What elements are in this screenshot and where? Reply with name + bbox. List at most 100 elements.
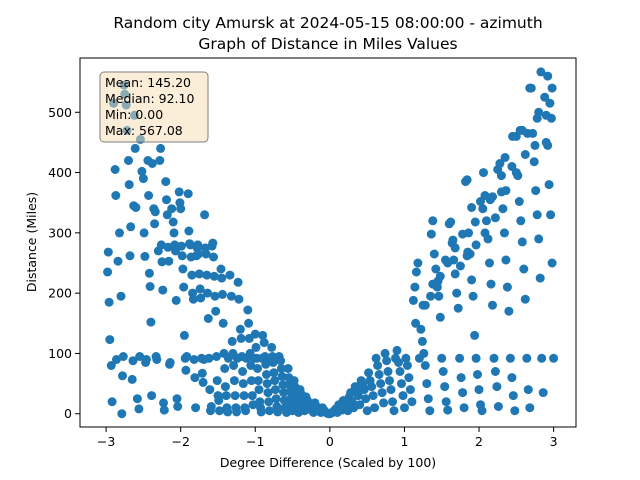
data-point-315 [431, 264, 441, 274]
data-point-372 [516, 216, 526, 226]
axis-ticks: −3 −2 −1 0 1 2 3 0 100 200 300 400 500 [48, 105, 557, 449]
data-point-125 [212, 376, 222, 386]
data-point-387 [538, 388, 548, 398]
data-point-41 [144, 191, 154, 200]
data-point-94 [189, 355, 199, 364]
data-point-14 [118, 371, 127, 381]
data-point-439 [462, 251, 472, 261]
data-point-393 [547, 258, 557, 268]
data-point-132 [218, 318, 228, 328]
data-point-15 [118, 352, 128, 361]
data-point-360 [498, 204, 508, 214]
data-point-414 [411, 318, 421, 328]
data-point-46 [147, 159, 157, 168]
data-point-51 [152, 355, 162, 364]
data-point-332 [456, 373, 466, 383]
data-point-396 [546, 113, 556, 123]
data-point-152 [235, 324, 245, 334]
data-point-383 [532, 210, 542, 220]
data-point-300 [408, 295, 418, 305]
data-point-418 [517, 125, 527, 135]
data-point-114 [204, 353, 214, 363]
data-point-198 [273, 407, 283, 417]
data-point-386 [537, 353, 547, 363]
data-point-420 [496, 171, 506, 181]
data-point-368 [510, 406, 520, 416]
data-point-195 [270, 385, 280, 395]
data-point-301 [410, 282, 420, 292]
data-point-122 [210, 291, 220, 301]
data-point-308 [420, 361, 430, 370]
data-point-313 [428, 216, 438, 226]
data-point-185 [262, 379, 272, 389]
data-point-329 [452, 288, 462, 298]
x-tick-label-6: 3 [550, 434, 558, 449]
data-point-384 [534, 234, 544, 244]
data-point-45 [147, 391, 157, 401]
data-point-54 [156, 143, 166, 153]
data-point-178 [256, 407, 266, 417]
data-point-423 [467, 203, 477, 212]
data-point-69 [169, 228, 179, 238]
data-point-124 [212, 352, 221, 361]
data-point-100 [194, 249, 204, 259]
data-point-432 [532, 113, 542, 123]
data-point-20 [124, 156, 133, 165]
y-tick-label-4: 400 [48, 165, 72, 180]
data-point-344 [474, 385, 484, 395]
data-point-190 [267, 342, 277, 352]
data-point-406 [470, 217, 480, 227]
data-point-32 [135, 352, 145, 361]
data-point-10 [113, 256, 123, 266]
data-point-56 [157, 257, 167, 267]
data-point-108 [200, 210, 210, 220]
data-point-415 [543, 71, 553, 81]
data-point-367 [508, 391, 518, 401]
data-point-48 [150, 219, 160, 229]
data-point-80 [178, 264, 188, 274]
data-point-395 [545, 98, 555, 108]
data-point-306 [417, 336, 427, 346]
data-points [103, 67, 559, 419]
data-point-72 [171, 295, 181, 305]
data-point-136 [221, 391, 231, 401]
stats-min: Min: 0.00 [105, 107, 163, 122]
data-point-59 [159, 405, 169, 415]
data-point-153 [236, 333, 246, 343]
data-point-134 [220, 364, 230, 373]
data-point-263 [353, 391, 363, 401]
data-point-96 [191, 403, 201, 413]
data-point-131 [218, 289, 227, 299]
data-point-373 [517, 237, 527, 247]
data-point-106 [198, 377, 208, 387]
data-point-196 [271, 394, 281, 404]
data-point-103 [196, 293, 206, 303]
data-point-156 [238, 379, 248, 389]
data-point-318 [435, 312, 445, 322]
data-point-363 [502, 282, 512, 292]
data-point-330 [453, 303, 463, 313]
data-point-303 [413, 258, 423, 268]
stats-median: Median: 92.10 [105, 91, 194, 106]
data-point-269 [362, 406, 372, 416]
data-point-44 [146, 317, 156, 327]
data-point-64 [164, 256, 174, 266]
data-point-208 [283, 364, 293, 373]
data-point-110 [201, 249, 211, 259]
data-point-292 [397, 379, 406, 389]
data-point-422 [476, 197, 485, 206]
data-point-377 [523, 385, 533, 395]
data-point-111 [202, 270, 212, 280]
data-point-73 [172, 394, 182, 404]
data-point-346 [477, 406, 487, 416]
x-tick-label-4: 1 [400, 434, 408, 449]
data-point-203 [278, 380, 288, 390]
data-point-340 [468, 291, 478, 301]
data-point-91 [187, 270, 197, 280]
data-point-86 [183, 189, 193, 199]
data-point-371 [514, 197, 524, 206]
data-point-142 [227, 336, 237, 346]
data-point-282 [382, 356, 392, 366]
data-point-161 [243, 305, 253, 315]
data-point-101 [194, 269, 204, 279]
